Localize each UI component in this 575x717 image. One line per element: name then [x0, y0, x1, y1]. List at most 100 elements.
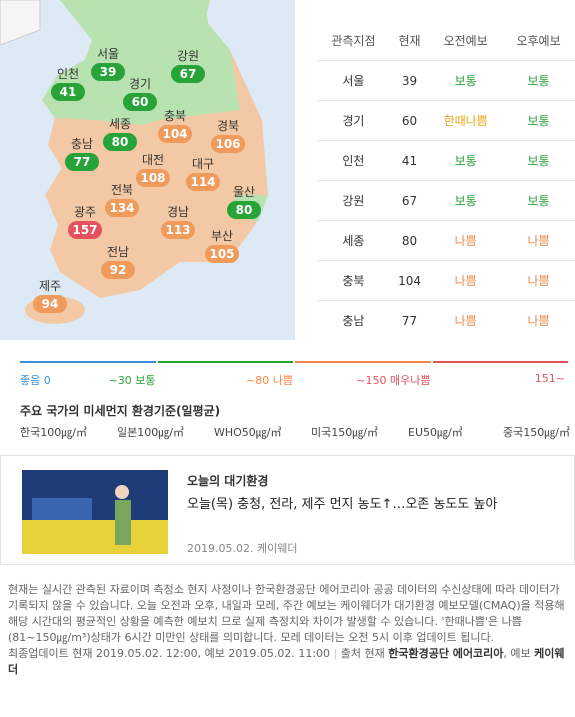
region-badge [186, 173, 220, 191]
region-name: 부산 [211, 229, 233, 243]
region-name: 충북 [164, 109, 186, 123]
region-name: 제주 [39, 279, 61, 293]
header-row: 관측지점 현재 오전예보 오후예보 [317, 20, 575, 61]
table-cell: 강원 [317, 180, 390, 221]
forecast-source[interactable]: 케이웨더 [8, 647, 565, 676]
news-thumbnail [22, 470, 168, 554]
north-area [0, 0, 41, 46]
table-wrap: 관측지점 현재 오전예보 오후예보 서울 39 보통 보통 경기 60 한때나쁨 보통 인천 41 보통 보통… [317, 20, 575, 340]
scale-label: 151~ [534, 372, 565, 385]
table-cell: 인천 [317, 140, 390, 181]
standard-item: 미국150㎍/㎥ [311, 426, 378, 439]
table-row: 강원 67 보통 보통 [317, 180, 575, 221]
table-cell: 경기 [317, 100, 390, 141]
region-badge [91, 63, 125, 81]
region-name: 대구 [192, 157, 214, 171]
standards-title: 주요 국가의 미세먼지 환경기준(일평균) [20, 404, 221, 418]
table-row: 인천 41 보통 보통 [317, 140, 575, 181]
region-value: 104 [162, 127, 187, 141]
region-badge [227, 201, 261, 219]
region-name: 전남 [107, 245, 129, 259]
region-value: 60 [132, 95, 149, 109]
region-badge [68, 221, 102, 239]
footer-line: 최종업데이트 현재 2019.05.02. 12:00, 예보 2019.05.… [8, 647, 565, 676]
table-cell: 보통 [429, 180, 503, 221]
region-name: 경남 [167, 205, 189, 219]
table-cell: 보통 [429, 140, 503, 181]
table-cell: 보통 [502, 180, 575, 221]
table-cell: 보통 [502, 60, 575, 101]
land-north [42, 0, 240, 125]
table-row: 서울 39 보통 보통 [317, 60, 575, 101]
table-cell: 서울 [317, 60, 390, 101]
news-meta: 2019.05.02. 케이웨더 [187, 542, 298, 555]
scale-label: ~30 보통 [108, 374, 156, 387]
region-badge [161, 221, 195, 239]
region-name: 세종 [109, 117, 131, 131]
footer: 현재는 실시간 관측된 자료이며 측정소 현지 사정이나 한국환경공단 에어코리… [8, 582, 570, 678]
region-value: 114 [190, 175, 215, 189]
table-cell: 나쁨 [502, 300, 575, 340]
standard-item: 한국100㎍/㎥ [20, 426, 87, 439]
footer-note: 현재는 실시간 관측된 자료이며 측정소 현지 사정이나 한국환경공단 에어코리… [8, 583, 565, 644]
region-name: 울산 [233, 185, 255, 199]
region-value: 92 [110, 263, 127, 277]
region-badge [211, 135, 245, 153]
table-cell: 77 [389, 300, 430, 340]
table-header: 현재 [389, 20, 430, 61]
news-headline[interactable]: 오늘(목) 충청, 전라, 제주 먼지 농도↑…오존 농도도 높아 [187, 497, 498, 512]
region-badge [158, 125, 192, 143]
table-row: 경기 60 한때나쁨 보통 [317, 100, 575, 141]
table-cell: 39 [389, 60, 430, 101]
scale-label: 좋음 0 [20, 374, 51, 387]
table-header: 오전예보 [429, 20, 503, 61]
scale-label: ~150 매우나쁨 [356, 374, 431, 387]
region-value: 108 [140, 171, 165, 185]
region-name: 광주 [74, 205, 96, 219]
table-row: 충남 77 나쁨 나쁨 [317, 300, 575, 340]
news-card[interactable]: 오늘의 대기환경 오늘(목) 충청, 전라, 제주 먼지 농도↑…오존 농도도 … [0, 455, 575, 565]
table-cell: 104 [389, 260, 430, 301]
table: 관측지점 현재 오전예보 오후예보 서울 39 보통 보통 경기 60 한때나쁨 보통 인천 41 보통 보통… [317, 20, 575, 340]
scale-bar [295, 361, 431, 363]
news-section: 오늘의 대기환경 [187, 474, 269, 488]
table-cell: 67 [389, 180, 430, 221]
update: 최종업데이트 현재 2019.05.02. 12:00, 예보 2019.05.… [8, 647, 331, 660]
region-name: 경북 [217, 119, 239, 133]
land-green [160, 2, 268, 222]
region-name: 서울 [97, 47, 119, 61]
table-cell: 80 [389, 220, 430, 261]
scale-bar [157, 361, 293, 363]
table-header: 관측지점 [317, 20, 390, 61]
source-label: 출처 현재 [340, 647, 385, 660]
table-cell: 보통 [502, 140, 575, 181]
region-value: 113 [165, 223, 190, 237]
region-value: 157 [72, 223, 97, 237]
table-cell: 나쁨 [429, 260, 503, 301]
source[interactable]: 한국환경공단 에어코리아 [388, 647, 504, 660]
region-badge [123, 93, 157, 111]
scale-bar [20, 361, 156, 363]
region-value: 105 [209, 247, 234, 261]
table-cell: 세종 [317, 220, 390, 261]
table-cell: 나쁨 [429, 300, 503, 340]
region-value: 80 [236, 203, 253, 217]
region-value: 77 [74, 155, 91, 169]
region-value: 94 [42, 297, 59, 311]
region-name: 강원 [177, 49, 199, 63]
table-cell: 나쁨 [502, 260, 575, 301]
region-value: 80 [112, 135, 129, 149]
region-value: 106 [215, 137, 240, 151]
table-cell: 한때나쁨 [429, 100, 503, 141]
region-name: 경기 [129, 77, 151, 91]
table-cell: 보통 [502, 100, 575, 141]
region-name: 전북 [111, 183, 133, 197]
table-row: 세종 80 나쁨 나쁨 [317, 220, 575, 261]
scale-bar [432, 361, 568, 363]
region-value: 41 [60, 85, 77, 99]
table-row: 충북 104 나쁨 나쁨 [317, 260, 575, 301]
region-value: 134 [109, 201, 134, 215]
region-value: 39 [100, 65, 117, 79]
